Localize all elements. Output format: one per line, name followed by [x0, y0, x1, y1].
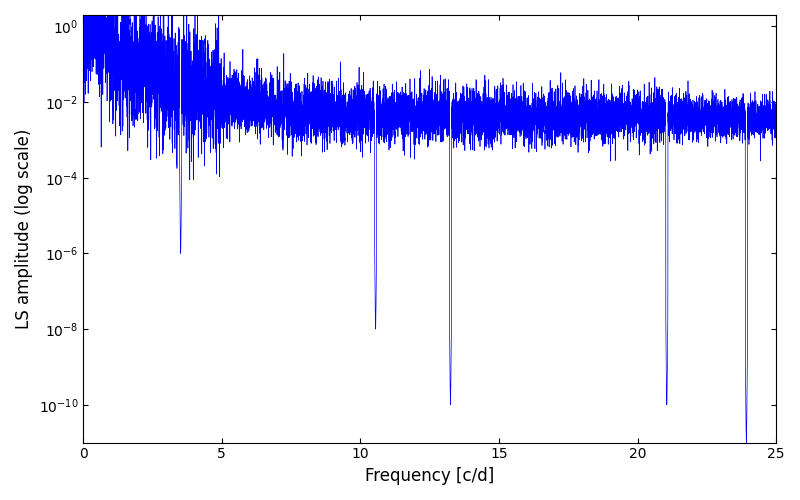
Y-axis label: LS amplitude (log scale): LS amplitude (log scale) [15, 128, 33, 329]
X-axis label: Frequency [c/d]: Frequency [c/d] [365, 467, 494, 485]
